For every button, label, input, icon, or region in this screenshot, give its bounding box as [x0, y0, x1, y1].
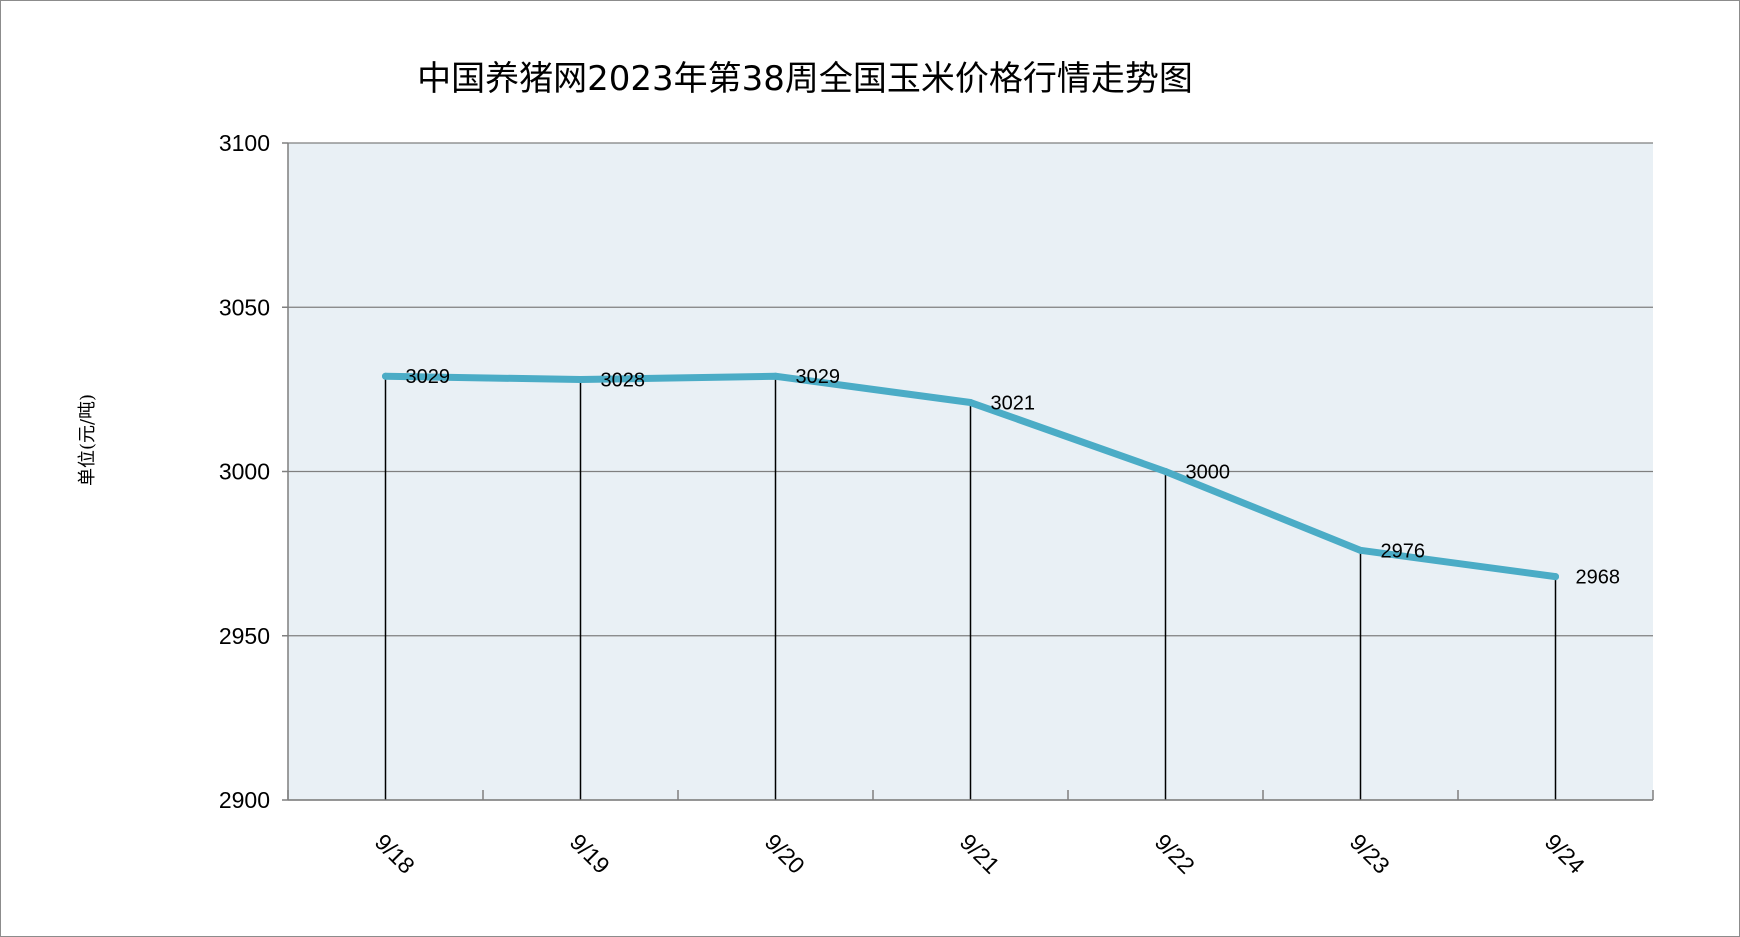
data-point-0	[382, 372, 389, 380]
y-tick-label-3000: 3000	[219, 459, 270, 485]
y-tick-label-3050: 3050	[219, 294, 270, 320]
data-point-6	[1552, 573, 1559, 581]
axes	[282, 142, 1654, 801]
data-labels: 3029 3028 3029 3021 3000 2976 2968	[406, 366, 1621, 588]
x-tick-label-2: 9/20	[760, 829, 810, 879]
x-tick-label-1: 9/19	[565, 829, 615, 879]
data-label-4: 3000	[1186, 462, 1231, 484]
y-tick-labels: 2900 2950 3000 3050 3100	[219, 130, 270, 813]
data-label-5: 2976	[1381, 540, 1426, 562]
data-point-5	[1357, 546, 1364, 554]
drop-lines	[384, 376, 1557, 800]
x-tick-label-4: 9/22	[1150, 829, 1200, 879]
x-tick-label-6: 9/24	[1540, 829, 1590, 879]
y-tick-label-2950: 2950	[219, 623, 270, 649]
x-tick-label-5: 9/23	[1345, 829, 1395, 879]
data-point-3	[967, 399, 974, 407]
series-layer	[382, 372, 1559, 581]
y-tick-label-2900: 2900	[219, 787, 270, 813]
x-tick-label-0: 9/18	[370, 829, 420, 879]
data-point-1	[577, 376, 584, 384]
data-point-2	[772, 372, 779, 380]
chart-title: 中国养猪网2023年第38周全国玉米价格行情走势图	[417, 59, 1193, 99]
y-axis-label: 单位(元/吨)	[77, 394, 98, 486]
x-tick-label-3: 9/21	[955, 829, 1005, 879]
data-label-1: 3028	[601, 370, 646, 392]
data-label-3: 3021	[991, 393, 1036, 415]
y-tick-label-3100: 3100	[219, 130, 270, 156]
data-label-0: 3029	[406, 366, 451, 388]
x-tick-labels: 9/18 9/19 9/20 9/21 9/22 9/23 9/24	[370, 829, 1590, 879]
data-point-4	[1162, 468, 1169, 475]
data-label-2: 3029	[796, 366, 841, 388]
data-label-6: 2968	[1576, 567, 1621, 589]
